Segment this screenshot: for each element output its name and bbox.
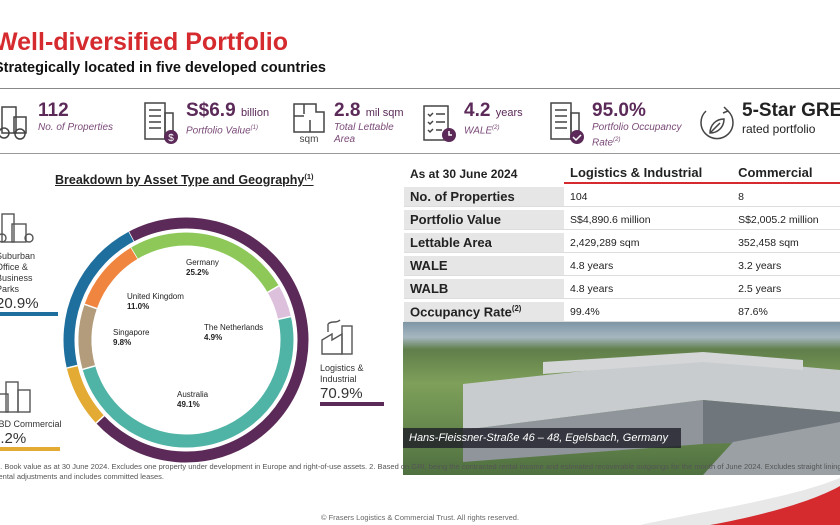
inner-segment-separator (84, 303, 98, 310)
portfolio-table: As at 30 June 2024 Logistics & Industria… (404, 160, 840, 325)
page-subtitle: Strategically located in five developed … (0, 60, 326, 76)
label-netherlands: The Netherlands 4.9% (204, 323, 264, 342)
inner-segment-separator (82, 365, 96, 371)
divider (0, 88, 840, 89)
copyright: © Frasers Logistics & Commercial Trust. … (320, 513, 520, 522)
factory-icon (321, 319, 353, 355)
table-row: Occupancy Rate(2) 99.4% 87.6% (404, 302, 840, 323)
inner-segment-australia (82, 316, 294, 448)
outer-segment-separator (66, 364, 78, 369)
inner-segment-separator (278, 315, 292, 321)
outer-segment-suburban-office-business-parks (63, 231, 134, 369)
table-row: No. of Properties 104 8 (404, 187, 840, 207)
outer-segment-logistics-industrial (96, 217, 309, 463)
svg-text:$: $ (168, 133, 174, 144)
photo-caption: Hans-Fleissner-Straße 46 – 48, Egelsbach… (403, 428, 681, 448)
inner-segment-germany (130, 232, 279, 293)
footnotes: 1. Book value as at 30 June 2024. Exclud… (0, 462, 840, 481)
label-singapore: Singapore 9.8% (113, 328, 150, 347)
label-germany: Germany 25.2% (186, 258, 219, 277)
table-row: WALE 4.8 years 3.2 years (404, 256, 840, 276)
stat-portfolio-value: $ S$6.9 billion Portfolio Value(1) (142, 100, 269, 146)
floorplan-sqm-icon: sqm (290, 100, 328, 146)
table-row: Portfolio Value S$4,890.6 million S$2,005.… (404, 210, 840, 230)
portfolio-value-icon: $ (142, 100, 180, 146)
outer-segment-cbd-commercial (66, 365, 105, 424)
table-row: Lettable Area 2,429,289 sqm 352,458 sqm (404, 233, 840, 253)
warehouse-illustration (463, 352, 840, 475)
property-photo (403, 322, 840, 475)
legend-cbd-commercial: CBD Commercial 8.2% (0, 380, 62, 451)
divider (0, 153, 840, 154)
donut-chart (63, 217, 309, 463)
label-australia: Australia 49.1% (177, 390, 209, 409)
stat-properties: 112 No. of Properties (0, 100, 113, 146)
properties-icon (0, 100, 32, 146)
legend-suburban-office: Suburban Office & Business Parks 20.9% (0, 212, 58, 316)
table-row: WALB 4.8 years 2.5 years (404, 279, 840, 299)
stat-lettable-area: sqm 2.8 mil sqm Total Lettable Area (290, 100, 409, 146)
page-title: Well-diversified Portfolio (0, 28, 289, 56)
stat-occupancy: 95.0% Portfolio Occupancy Rate(2) (548, 100, 692, 149)
checklist-clock-icon (420, 100, 458, 146)
cbd-buildings-icon (0, 381, 31, 413)
inner-segment-united-kingdom (84, 247, 138, 309)
stat-gresb: 5-Star GRESBrated portfolio (698, 100, 840, 146)
label-uk: United Kingdom 11.0% (127, 292, 184, 311)
leaf-icon (698, 100, 736, 146)
stat-wale: 4.2 years WALE(2) (420, 100, 523, 146)
building-check-icon (548, 100, 586, 146)
legend-logistics: Logistics & Industrial 70.9% (320, 318, 384, 406)
brand-swoosh (640, 478, 840, 525)
chart-title: Breakdown by Asset Type and Geography(1) (55, 172, 314, 188)
office-park-icon (0, 213, 34, 243)
inner-segment-singapore (78, 304, 97, 370)
outer-segment-separator (95, 415, 105, 424)
table-header: As at 30 June 2024 Logistics & Industria… (404, 163, 840, 184)
inner-segment-the-netherlands (267, 285, 291, 320)
inner-segment-separator (267, 285, 280, 293)
